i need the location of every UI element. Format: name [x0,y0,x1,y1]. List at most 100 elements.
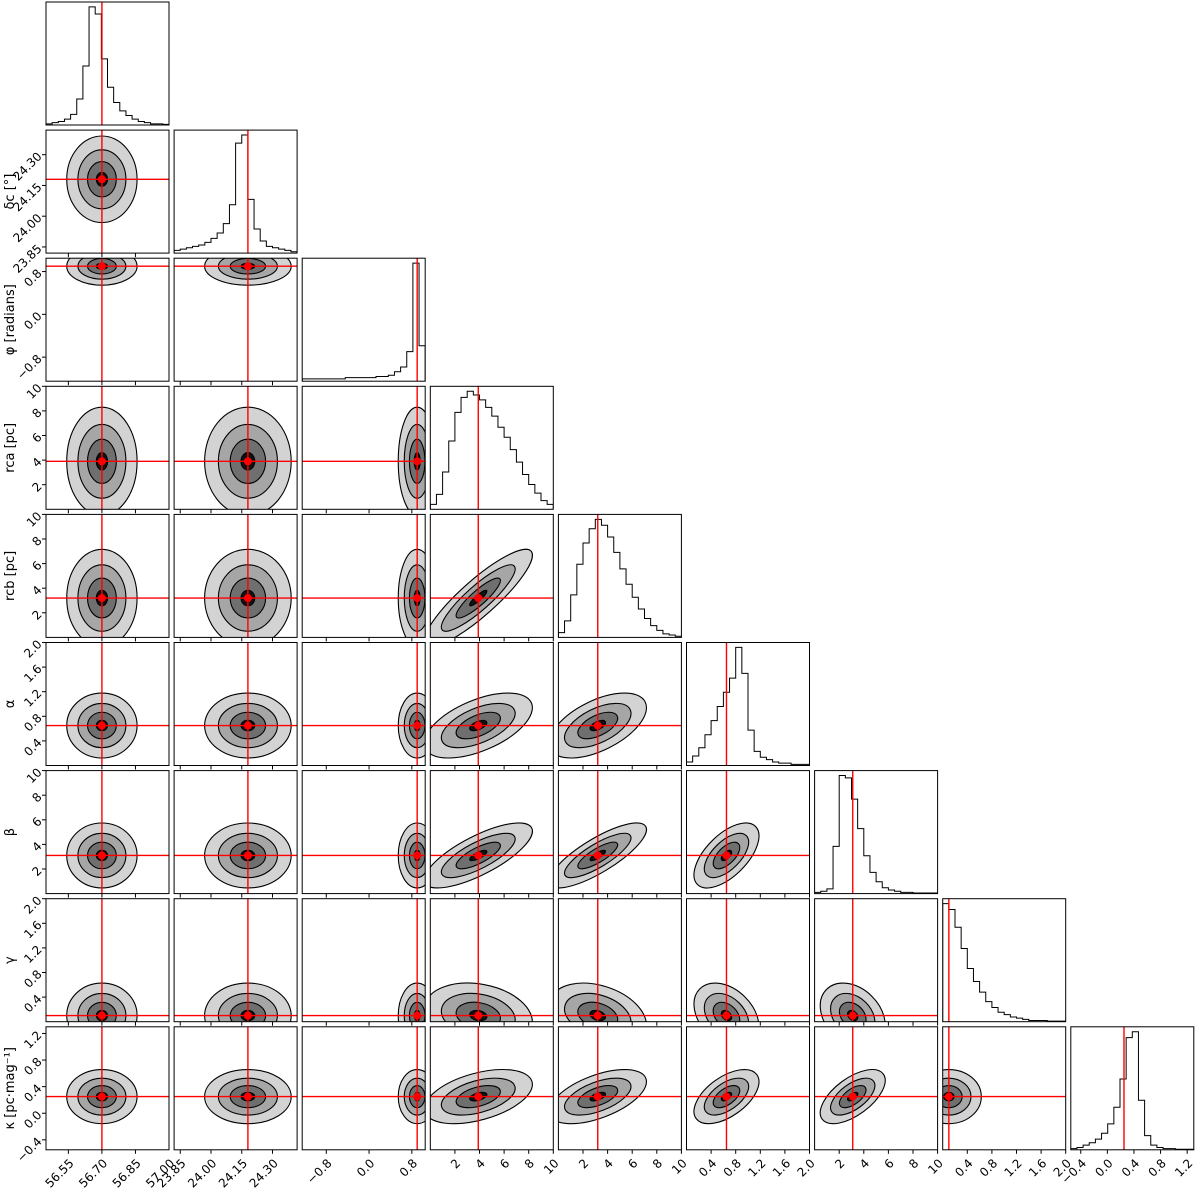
axes-frame [814,898,939,1023]
y-tick-label: 10 [24,509,45,530]
x-tick-label: 6 [881,1156,896,1171]
x-tick-label: 0.8 [397,1156,420,1179]
truth-point [848,1011,857,1020]
panel-phi-vs-phi [301,257,426,382]
panel-r_cb-vs-phi [301,513,426,642]
panel-alpha-vs-alpha [686,642,810,766]
x-tick-label: 24.30 [247,1156,281,1190]
y-tick-label: 0.4 [21,736,44,759]
axes-frame [429,513,554,638]
x-tick-label: 24.15 [216,1156,250,1190]
panel-gamma-vs-phi [301,898,426,1026]
axes-frame [942,898,1067,1023]
y-tick-label: 6 [29,430,44,445]
truth-point [243,594,252,603]
y-tick-label: 2.0 [21,637,44,660]
y-axis-label: α [3,700,18,709]
truth-point [97,457,106,466]
y-tick-label: −0.4 [14,1135,45,1166]
panel-gamma-vs-beta [814,898,939,1026]
x-tick-label: 1.2 [1001,1156,1024,1179]
axes-frame [301,1026,426,1151]
y-axis-label: β [3,828,18,836]
x-tick-label: 4 [473,1156,488,1171]
axes-frame [173,513,298,638]
y-tick-label: 1.2 [21,1028,44,1051]
x-tick-label: −0.8 [304,1156,335,1187]
histogram-kappa [1070,1031,1194,1150]
axes-frame [45,1,170,126]
y-tick-label: 0.4 [21,992,44,1015]
axes-frame [301,770,426,895]
axes-frame [45,898,170,1023]
y-tick-label: 0.0 [21,309,44,332]
panel-beta-vs-phi [301,770,426,898]
panel-r_cb-vs-r_ca [429,513,554,642]
x-tick-label: 6 [625,1156,640,1171]
panel-kappa-vs-kappa: −0.40.00.40.81.2κ [pc·mag⁻¹] [1059,1026,1195,1187]
x-tick-label: 0.8 [977,1156,1000,1179]
axes-frame [686,1026,810,1151]
x-tick-label: 2 [576,1156,591,1171]
panel-beta-vs-delta_c [173,770,298,898]
panel-alpha-vs-phi [301,642,426,770]
panel-beta-vs-r_ca [429,770,554,898]
x-tick-label: 1.6 [770,1156,793,1179]
truth-point [97,594,106,603]
panel-beta-vs-alpha_c: 2 4 6 8 10 β [3,765,170,898]
axes-frame [45,642,170,766]
y-tick-label: 0.8 [21,1055,44,1078]
y-axis-label: γ [3,956,18,964]
axes-frame [557,642,682,766]
truth-point [722,1011,731,1020]
axes-frame [301,385,426,510]
panel-r_cb-vs-r_cb [557,513,682,638]
truth-point [243,721,252,730]
truth-point [413,457,422,466]
panel-kappa-vs-phi: −0.80.00.8φ [radians] [301,1026,426,1187]
truth-point [474,1092,483,1101]
histogram-beta [814,775,938,894]
x-tick-label: 56.55 [43,1156,77,1190]
x-tick-label: 0.4 [696,1156,719,1179]
panel-r_ca-vs-phi [301,385,426,514]
axes-frame [173,898,298,1023]
axes-frame [45,770,170,895]
truth-point [97,721,106,730]
axes-frame [557,1026,682,1151]
x-tick-label: 0.0 [1092,1156,1115,1179]
axes-frame [429,898,554,1023]
panel-gamma-vs-r_ca [429,898,554,1026]
y-tick-label: 1.6 [21,918,44,941]
x-tick-label: 0.8 [1146,1156,1169,1179]
y-tick-label: −0.8 [14,352,45,383]
y-tick-label: 1.2 [21,686,44,709]
x-tick-label: 4 [601,1156,616,1171]
axes-frame [301,898,426,1023]
y-tick-label: 8 [29,406,44,421]
truth-point [413,851,422,860]
histogram-alpha [686,646,810,766]
truth-point [413,1011,422,1020]
y-tick-label: 0.8 [21,711,44,734]
axes-frame [45,257,170,382]
axes-frame [429,642,554,766]
y-tick-label: 2 [29,479,44,494]
y-tick-label: 4 [29,839,44,854]
truth-point [97,175,106,184]
panel-gamma-vs-gamma [942,898,1067,1023]
axes-frame [686,898,810,1023]
histogram-delta_c [174,134,298,254]
y-tick-label: 4 [29,583,44,598]
truth-point [593,851,602,860]
x-tick-label: 4 [857,1156,872,1171]
panel-beta-vs-r_cb [557,770,682,898]
x-tick-label: 0.4 [1119,1156,1142,1179]
y-tick-label: 4 [29,455,44,470]
axes-frame [301,513,426,638]
panel-gamma-vs-alpha_c: 0.40.81.21.62.0 γ [3,893,170,1026]
panel-gamma-vs-delta_c [173,898,298,1026]
truth-point [413,594,422,603]
